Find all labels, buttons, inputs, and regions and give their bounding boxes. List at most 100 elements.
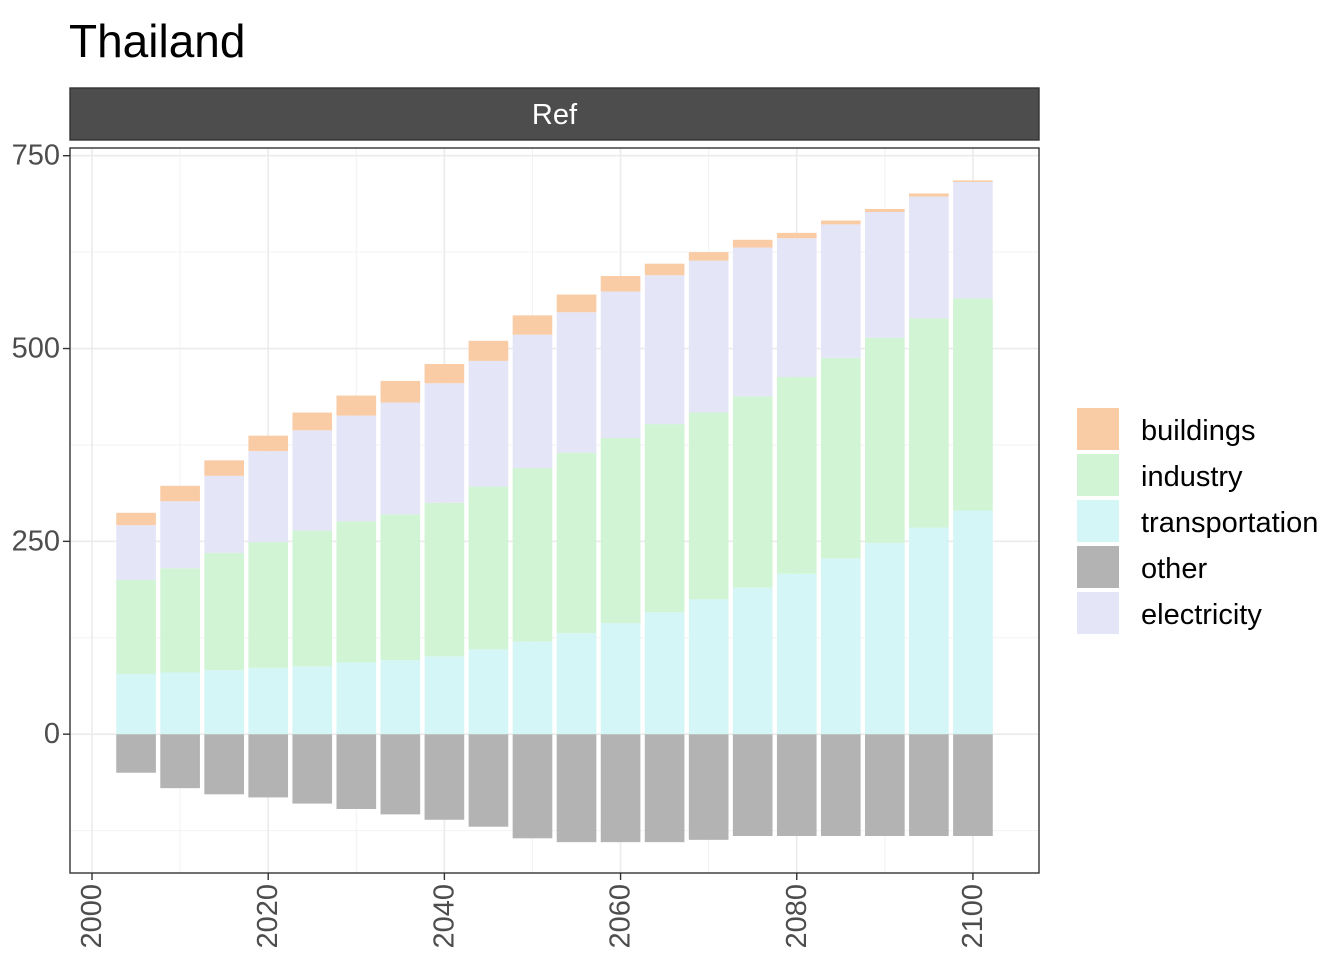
bar-electricity: [116, 525, 156, 580]
bar-electricity: [248, 451, 289, 543]
bar-other: [820, 734, 861, 836]
x-tick-label: 2100: [957, 884, 989, 949]
bar-layer: [116, 180, 993, 843]
x-tick-label: 2000: [76, 884, 108, 949]
legend-label-other: other: [1141, 553, 1207, 585]
bar-electricity: [644, 275, 685, 425]
x-tick-label: 2040: [428, 884, 460, 949]
bar-industry: [204, 552, 244, 671]
bar-electricity: [909, 196, 949, 319]
bar-transportation: [468, 649, 509, 735]
bar-electricity: [688, 260, 729, 413]
bar-industry: [953, 298, 993, 511]
bar-transportation: [865, 542, 905, 735]
bar-electricity: [820, 224, 861, 358]
bar-other: [556, 734, 597, 843]
bar-industry: [468, 486, 509, 650]
bar-industry: [600, 438, 641, 624]
bar-other: [953, 734, 993, 836]
bar-electricity: [292, 430, 333, 531]
bar-buildings: [600, 276, 641, 292]
bar-electricity: [512, 334, 553, 469]
bar-transportation: [820, 558, 861, 735]
bar-transportation: [292, 666, 333, 735]
legend-key-industry: [1077, 454, 1119, 496]
x-tick-label: 2080: [781, 884, 813, 949]
bar-buildings: [865, 208, 905, 213]
bar-other: [468, 734, 509, 827]
bar-other: [776, 734, 817, 836]
bar-industry: [732, 396, 773, 588]
bar-buildings: [292, 412, 333, 431]
bar-electricity: [600, 291, 641, 438]
bar-electricity: [732, 247, 773, 397]
bar-electricity: [953, 181, 993, 299]
bar-buildings: [424, 363, 465, 384]
y-tick-label: 750: [12, 140, 60, 172]
bar-other: [116, 734, 156, 773]
legend-label-transportation: transportation: [1141, 507, 1318, 539]
bar-transportation: [600, 623, 641, 735]
bar-electricity: [468, 360, 509, 487]
bar-electricity: [556, 312, 597, 453]
bar-transportation: [160, 672, 200, 735]
bar-industry: [160, 568, 200, 673]
y-tick-label: 250: [12, 525, 60, 557]
bar-electricity: [776, 238, 817, 378]
x-tick-label: 2060: [605, 884, 637, 949]
bar-industry: [116, 579, 156, 675]
legend-key-other: [1077, 546, 1119, 588]
bar-buildings: [644, 263, 685, 276]
bar-industry: [292, 530, 333, 667]
bar-transportation: [204, 670, 244, 735]
bar-industry: [820, 357, 861, 559]
legend: buildings industry transportation other elec…: [1077, 408, 1318, 634]
bar-transportation: [776, 573, 817, 735]
bar-industry: [380, 514, 421, 661]
bar-electricity: [160, 501, 200, 569]
bar-buildings: [512, 315, 553, 335]
bar-industry: [644, 424, 685, 613]
bar-transportation: [909, 527, 949, 735]
bar-industry: [512, 468, 553, 642]
bar-buildings: [953, 180, 993, 182]
bar-transportation: [688, 599, 729, 735]
bar-industry: [556, 452, 597, 634]
bar-transportation: [424, 656, 465, 735]
bar-buildings: [204, 460, 244, 476]
bar-other: [732, 734, 773, 836]
bar-transportation: [512, 641, 553, 735]
bar-other: [865, 734, 905, 836]
bar-industry: [424, 502, 465, 657]
bar-other: [688, 734, 729, 840]
bar-industry: [248, 542, 289, 668]
bar-transportation: [556, 633, 597, 735]
bar-industry: [336, 521, 377, 663]
bar-buildings: [556, 294, 597, 313]
y-tick-label: 500: [12, 333, 60, 365]
bar-industry: [865, 337, 905, 543]
bar-industry: [688, 412, 729, 600]
bar-electricity: [424, 383, 465, 503]
bar-buildings: [336, 395, 377, 416]
bar-buildings: [160, 485, 200, 502]
facet-strip-background: [69, 87, 1040, 141]
bar-electricity: [380, 402, 421, 515]
bar-transportation: [248, 667, 289, 735]
bar-buildings: [909, 193, 949, 197]
legend-label-industry: industry: [1141, 461, 1243, 493]
bar-transportation: [116, 674, 156, 735]
legend-key-transportation: [1077, 500, 1119, 542]
bar-transportation: [732, 587, 773, 735]
bar-buildings: [776, 232, 817, 239]
bar-electricity: [865, 212, 905, 338]
plot-panel-border: [69, 147, 1040, 874]
facet-strip-label: Ref: [532, 99, 578, 131]
bar-industry: [909, 318, 949, 528]
bar-buildings: [820, 220, 861, 225]
bar-transportation: [336, 662, 377, 735]
legend-label-buildings: buildings: [1141, 415, 1255, 447]
bar-buildings: [732, 239, 773, 248]
bar-other: [909, 734, 949, 836]
